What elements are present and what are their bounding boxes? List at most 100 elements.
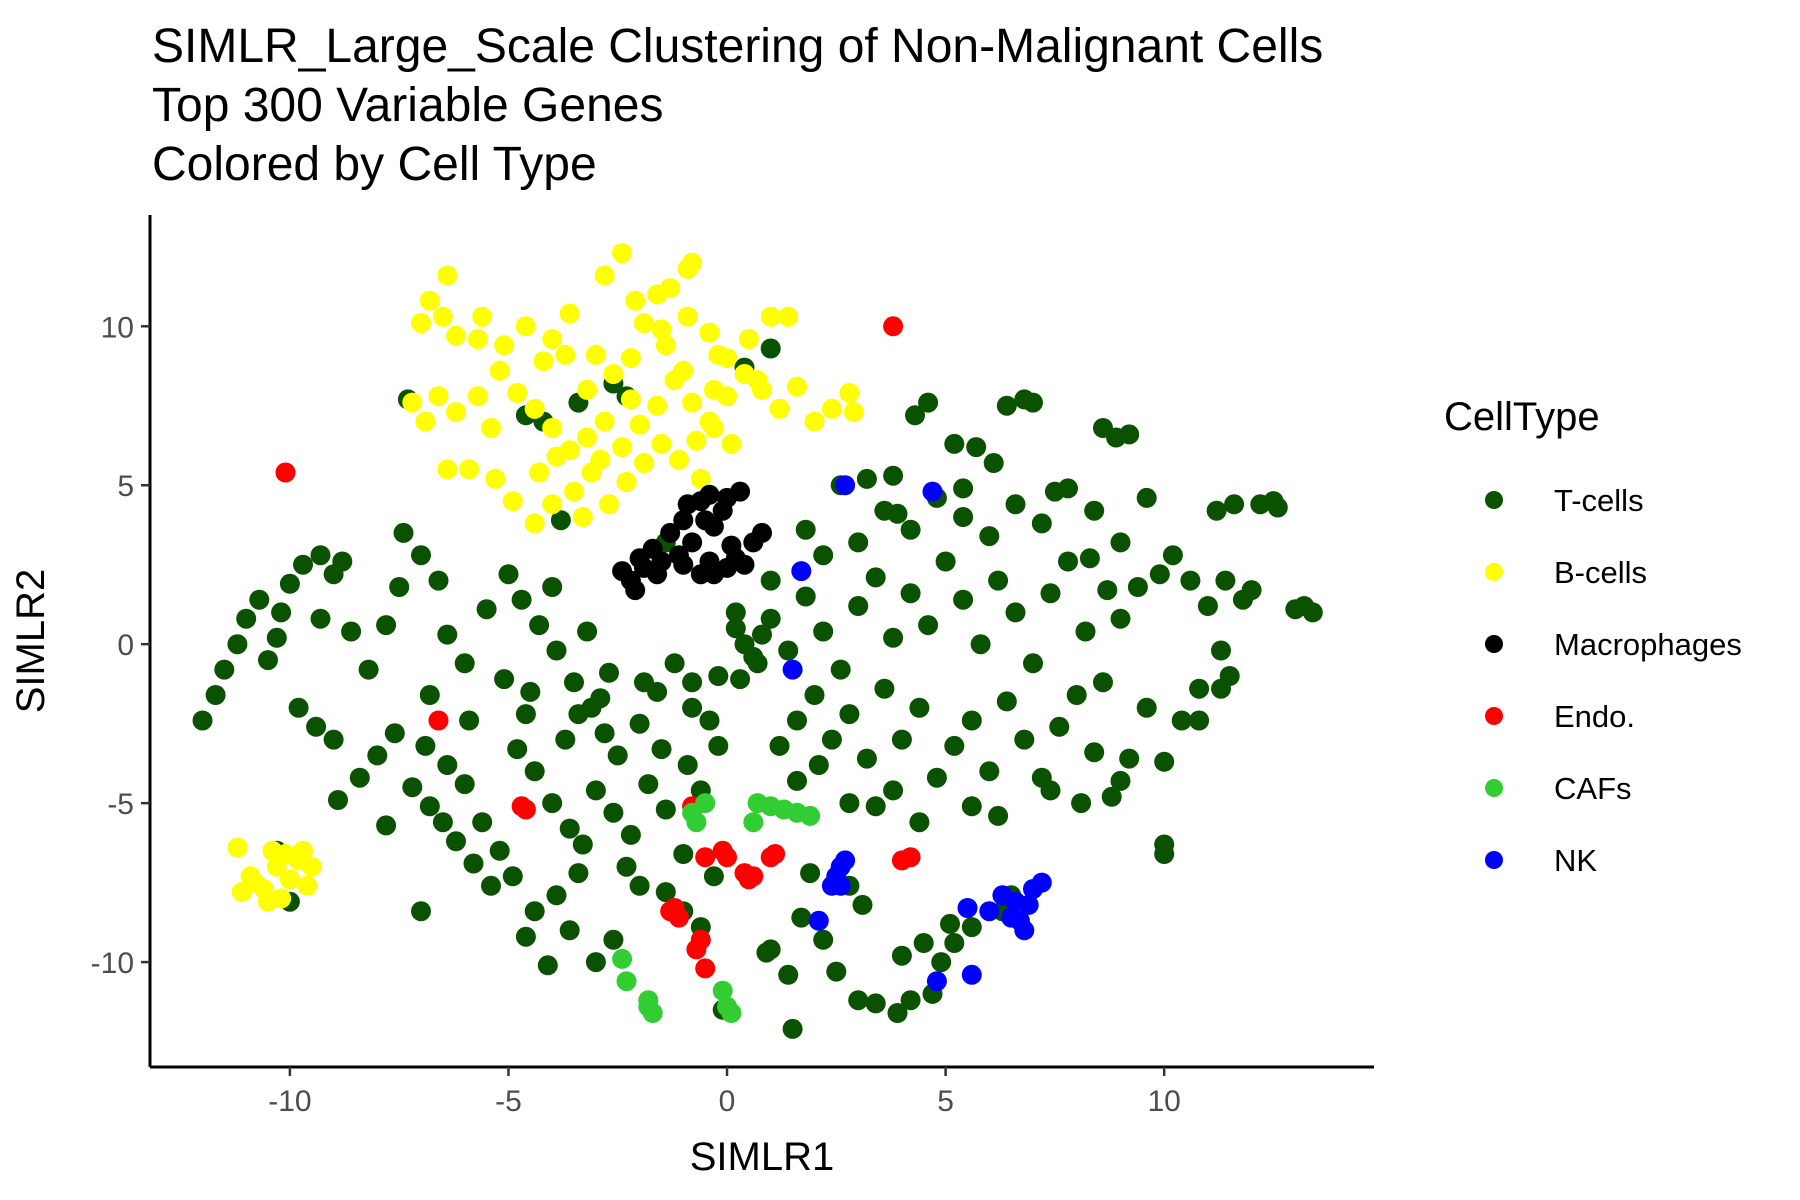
y-tick-label-2: 0	[117, 629, 134, 662]
point-t-cells-250	[1149, 564, 1170, 585]
point-t-cells-15	[306, 716, 327, 737]
y-axis-ticks: -10 -5 0 5 10	[91, 311, 150, 980]
point-b-cells-67	[459, 459, 480, 480]
point-t-cells-167	[1197, 596, 1218, 616]
point-t-cells-180	[918, 392, 939, 413]
point-b-cells-87	[227, 837, 248, 858]
point-t-cells-80	[655, 882, 676, 903]
point-t-cells-75	[515, 926, 536, 947]
point-nk-18	[1031, 872, 1052, 893]
point-t-cells-59	[638, 774, 659, 795]
point-t-cells-23	[411, 545, 431, 566]
point-t-cells-215	[778, 964, 799, 985]
x-tick-label-4: 10	[1147, 1085, 1180, 1118]
point-t-cells-147	[1154, 751, 1175, 772]
point-nk-8	[835, 850, 856, 871]
point-b-cells-38	[594, 411, 615, 432]
point-t-cells-35	[607, 745, 628, 766]
point-b-cells-85	[577, 379, 598, 400]
point-b-cells-55	[546, 446, 567, 467]
point-t-cells-130	[856, 748, 877, 769]
point-t-cells-253	[1263, 491, 1284, 512]
point-t-cells-30	[529, 615, 550, 636]
point-b-cells-35	[542, 418, 563, 438]
point-t-cells-212	[791, 907, 812, 928]
point-b-cells-34	[524, 398, 545, 419]
point-endo-9	[686, 939, 707, 960]
point-t-cells-134	[926, 767, 947, 788]
point-nk-19	[1001, 907, 1022, 928]
point-t-cells-52	[524, 761, 545, 782]
point-b-cells-9	[585, 344, 606, 365]
point-t-cells-176	[1294, 596, 1315, 616]
point-t-cells-197	[734, 634, 755, 655]
point-b-cells-18	[760, 306, 781, 327]
point-b-cells-56	[564, 481, 584, 502]
point-t-cells-87	[328, 790, 348, 810]
point-b-cells-97	[271, 888, 292, 909]
point-cafs-8	[695, 793, 716, 814]
point-t-cells-225	[887, 1003, 908, 1023]
point-b-cells-60	[634, 453, 654, 473]
point-t-cells-190	[795, 519, 816, 540]
point-macrophages-29	[634, 557, 654, 578]
point-t-cells-135	[944, 735, 965, 756]
point-t-cells-95	[459, 710, 480, 731]
point-t-cells-32	[564, 672, 584, 693]
point-t-cells-40	[699, 710, 720, 731]
point-t-cells-88	[494, 669, 515, 690]
point-b-cells-98	[293, 840, 313, 861]
point-b-cells-84	[432, 306, 453, 327]
legend: T-cells B-cells Macrophages Endo. CAFs NK	[1485, 483, 1742, 878]
point-cafs-10	[616, 971, 637, 992]
point-t-cells-47	[437, 755, 458, 775]
point-t-cells-42	[349, 767, 370, 788]
point-t-cells-94	[677, 755, 698, 775]
point-t-cells-18	[341, 621, 362, 642]
point-endo-16	[743, 866, 764, 887]
point-t-cells-101	[568, 704, 589, 725]
point-t-cells-102	[725, 618, 746, 639]
point-t-cells-89	[515, 704, 536, 725]
point-endo-7	[660, 901, 681, 922]
point-t-cells-17	[310, 608, 331, 629]
point-b-cells-49	[787, 376, 807, 397]
point-b-cells-71	[572, 507, 593, 527]
point-t-cells-99	[542, 577, 563, 597]
point-nk-20	[961, 964, 982, 985]
point-macrophages-17	[752, 522, 772, 543]
point-endo-10	[695, 958, 716, 979]
point-b-cells-33	[507, 383, 528, 403]
point-t-cells-31	[546, 640, 567, 661]
point-t-cells-16	[323, 729, 344, 750]
point-t-cells-11	[332, 551, 353, 572]
point-t-cells-93	[651, 739, 672, 760]
point-t-cells-0	[192, 710, 213, 731]
point-t-cells-201	[839, 793, 860, 814]
point-t-cells-121	[1058, 551, 1078, 572]
point-macrophages-25	[668, 545, 689, 566]
point-b-cells-1	[419, 290, 440, 311]
point-t-cells-67	[546, 885, 567, 906]
point-nk-0	[835, 475, 856, 496]
point-b-cells-65	[502, 491, 523, 512]
point-t-cells-115	[953, 589, 974, 610]
point-macrophages-24	[620, 570, 641, 591]
point-macrophages-8	[682, 532, 703, 553]
point-b-cells-17	[738, 329, 759, 349]
point-t-cells-157	[1031, 513, 1052, 534]
point-t-cells-123	[1093, 672, 1113, 693]
point-t-cells-186	[1023, 392, 1043, 413]
point-t-cells-2	[214, 659, 235, 680]
point-b-cells-83	[467, 329, 488, 349]
point-t-cells-61	[673, 844, 694, 864]
point-t-cells-45	[402, 777, 423, 798]
point-t-cells-97	[577, 621, 598, 642]
point-t-cells-112	[900, 583, 921, 604]
x-tick-label-1: -5	[495, 1085, 522, 1118]
legend-key-macrophages	[1485, 635, 1503, 653]
point-t-cells-146	[1136, 697, 1157, 718]
point-t-cells-195	[760, 570, 781, 591]
point-t-cells-198	[769, 735, 790, 756]
point-t-cells-165	[1162, 545, 1183, 566]
